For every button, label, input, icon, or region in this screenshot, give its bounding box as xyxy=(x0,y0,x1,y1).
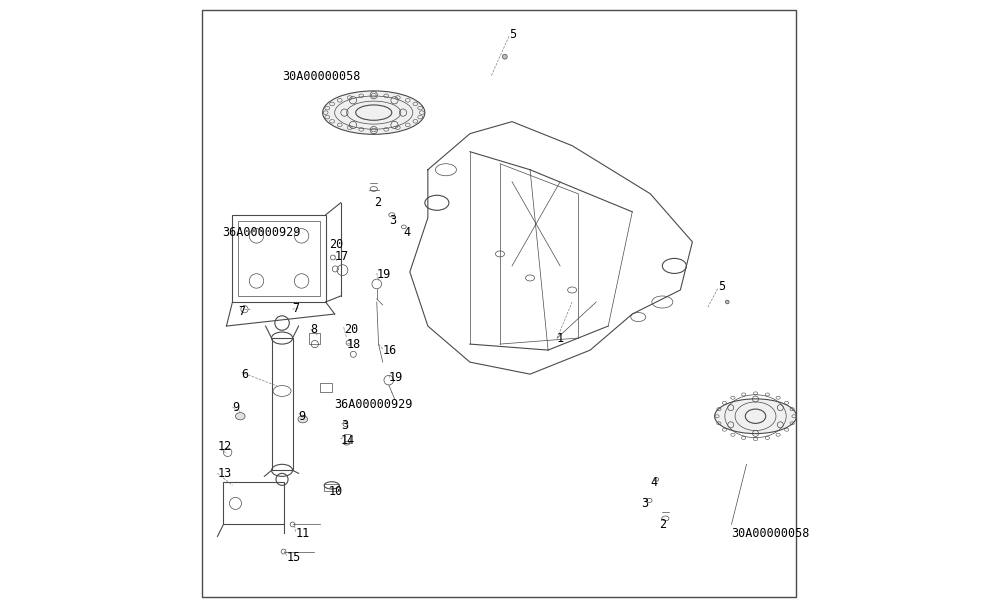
Text: 12: 12 xyxy=(217,440,232,453)
Bar xyxy=(309,333,320,344)
Text: 8: 8 xyxy=(311,323,318,336)
Text: 7: 7 xyxy=(238,304,246,318)
Bar xyxy=(324,484,339,492)
Ellipse shape xyxy=(715,399,796,434)
Ellipse shape xyxy=(298,416,308,423)
Text: 4: 4 xyxy=(650,476,657,489)
Text: 2: 2 xyxy=(374,196,381,210)
Text: 1: 1 xyxy=(557,332,564,344)
Text: 15: 15 xyxy=(287,551,301,564)
Bar xyxy=(223,483,284,524)
Bar xyxy=(320,383,332,392)
Text: 6: 6 xyxy=(241,368,249,381)
Text: 3: 3 xyxy=(341,419,348,432)
Text: 13: 13 xyxy=(217,467,232,480)
Text: 17: 17 xyxy=(335,251,349,263)
Text: 19: 19 xyxy=(377,268,391,281)
Ellipse shape xyxy=(323,91,425,134)
Ellipse shape xyxy=(235,413,245,420)
Ellipse shape xyxy=(725,300,729,304)
Text: 20: 20 xyxy=(329,239,343,251)
Text: 16: 16 xyxy=(383,344,397,356)
Ellipse shape xyxy=(502,54,507,59)
Text: 4: 4 xyxy=(404,226,411,239)
Text: 11: 11 xyxy=(296,527,310,540)
Text: 30A00000058: 30A00000058 xyxy=(282,70,361,83)
Text: 9: 9 xyxy=(299,410,306,423)
Text: 5: 5 xyxy=(718,280,725,294)
Text: 36A00000929: 36A00000929 xyxy=(222,226,301,239)
Text: 10: 10 xyxy=(329,485,343,498)
Text: 3: 3 xyxy=(389,214,396,227)
Bar xyxy=(344,434,350,443)
Text: 7: 7 xyxy=(293,301,300,315)
Text: 36A00000929: 36A00000929 xyxy=(335,397,413,411)
Bar xyxy=(232,215,326,302)
Text: 2: 2 xyxy=(659,518,666,531)
Text: 9: 9 xyxy=(232,400,240,414)
Text: 14: 14 xyxy=(341,434,355,447)
Bar xyxy=(272,338,293,471)
Text: 30A00000058: 30A00000058 xyxy=(731,527,810,540)
Text: 18: 18 xyxy=(347,338,361,350)
Text: 3: 3 xyxy=(641,497,648,510)
Text: 20: 20 xyxy=(344,323,358,336)
Text: 19: 19 xyxy=(389,371,403,384)
Text: 5: 5 xyxy=(509,28,516,41)
Bar xyxy=(238,221,320,296)
